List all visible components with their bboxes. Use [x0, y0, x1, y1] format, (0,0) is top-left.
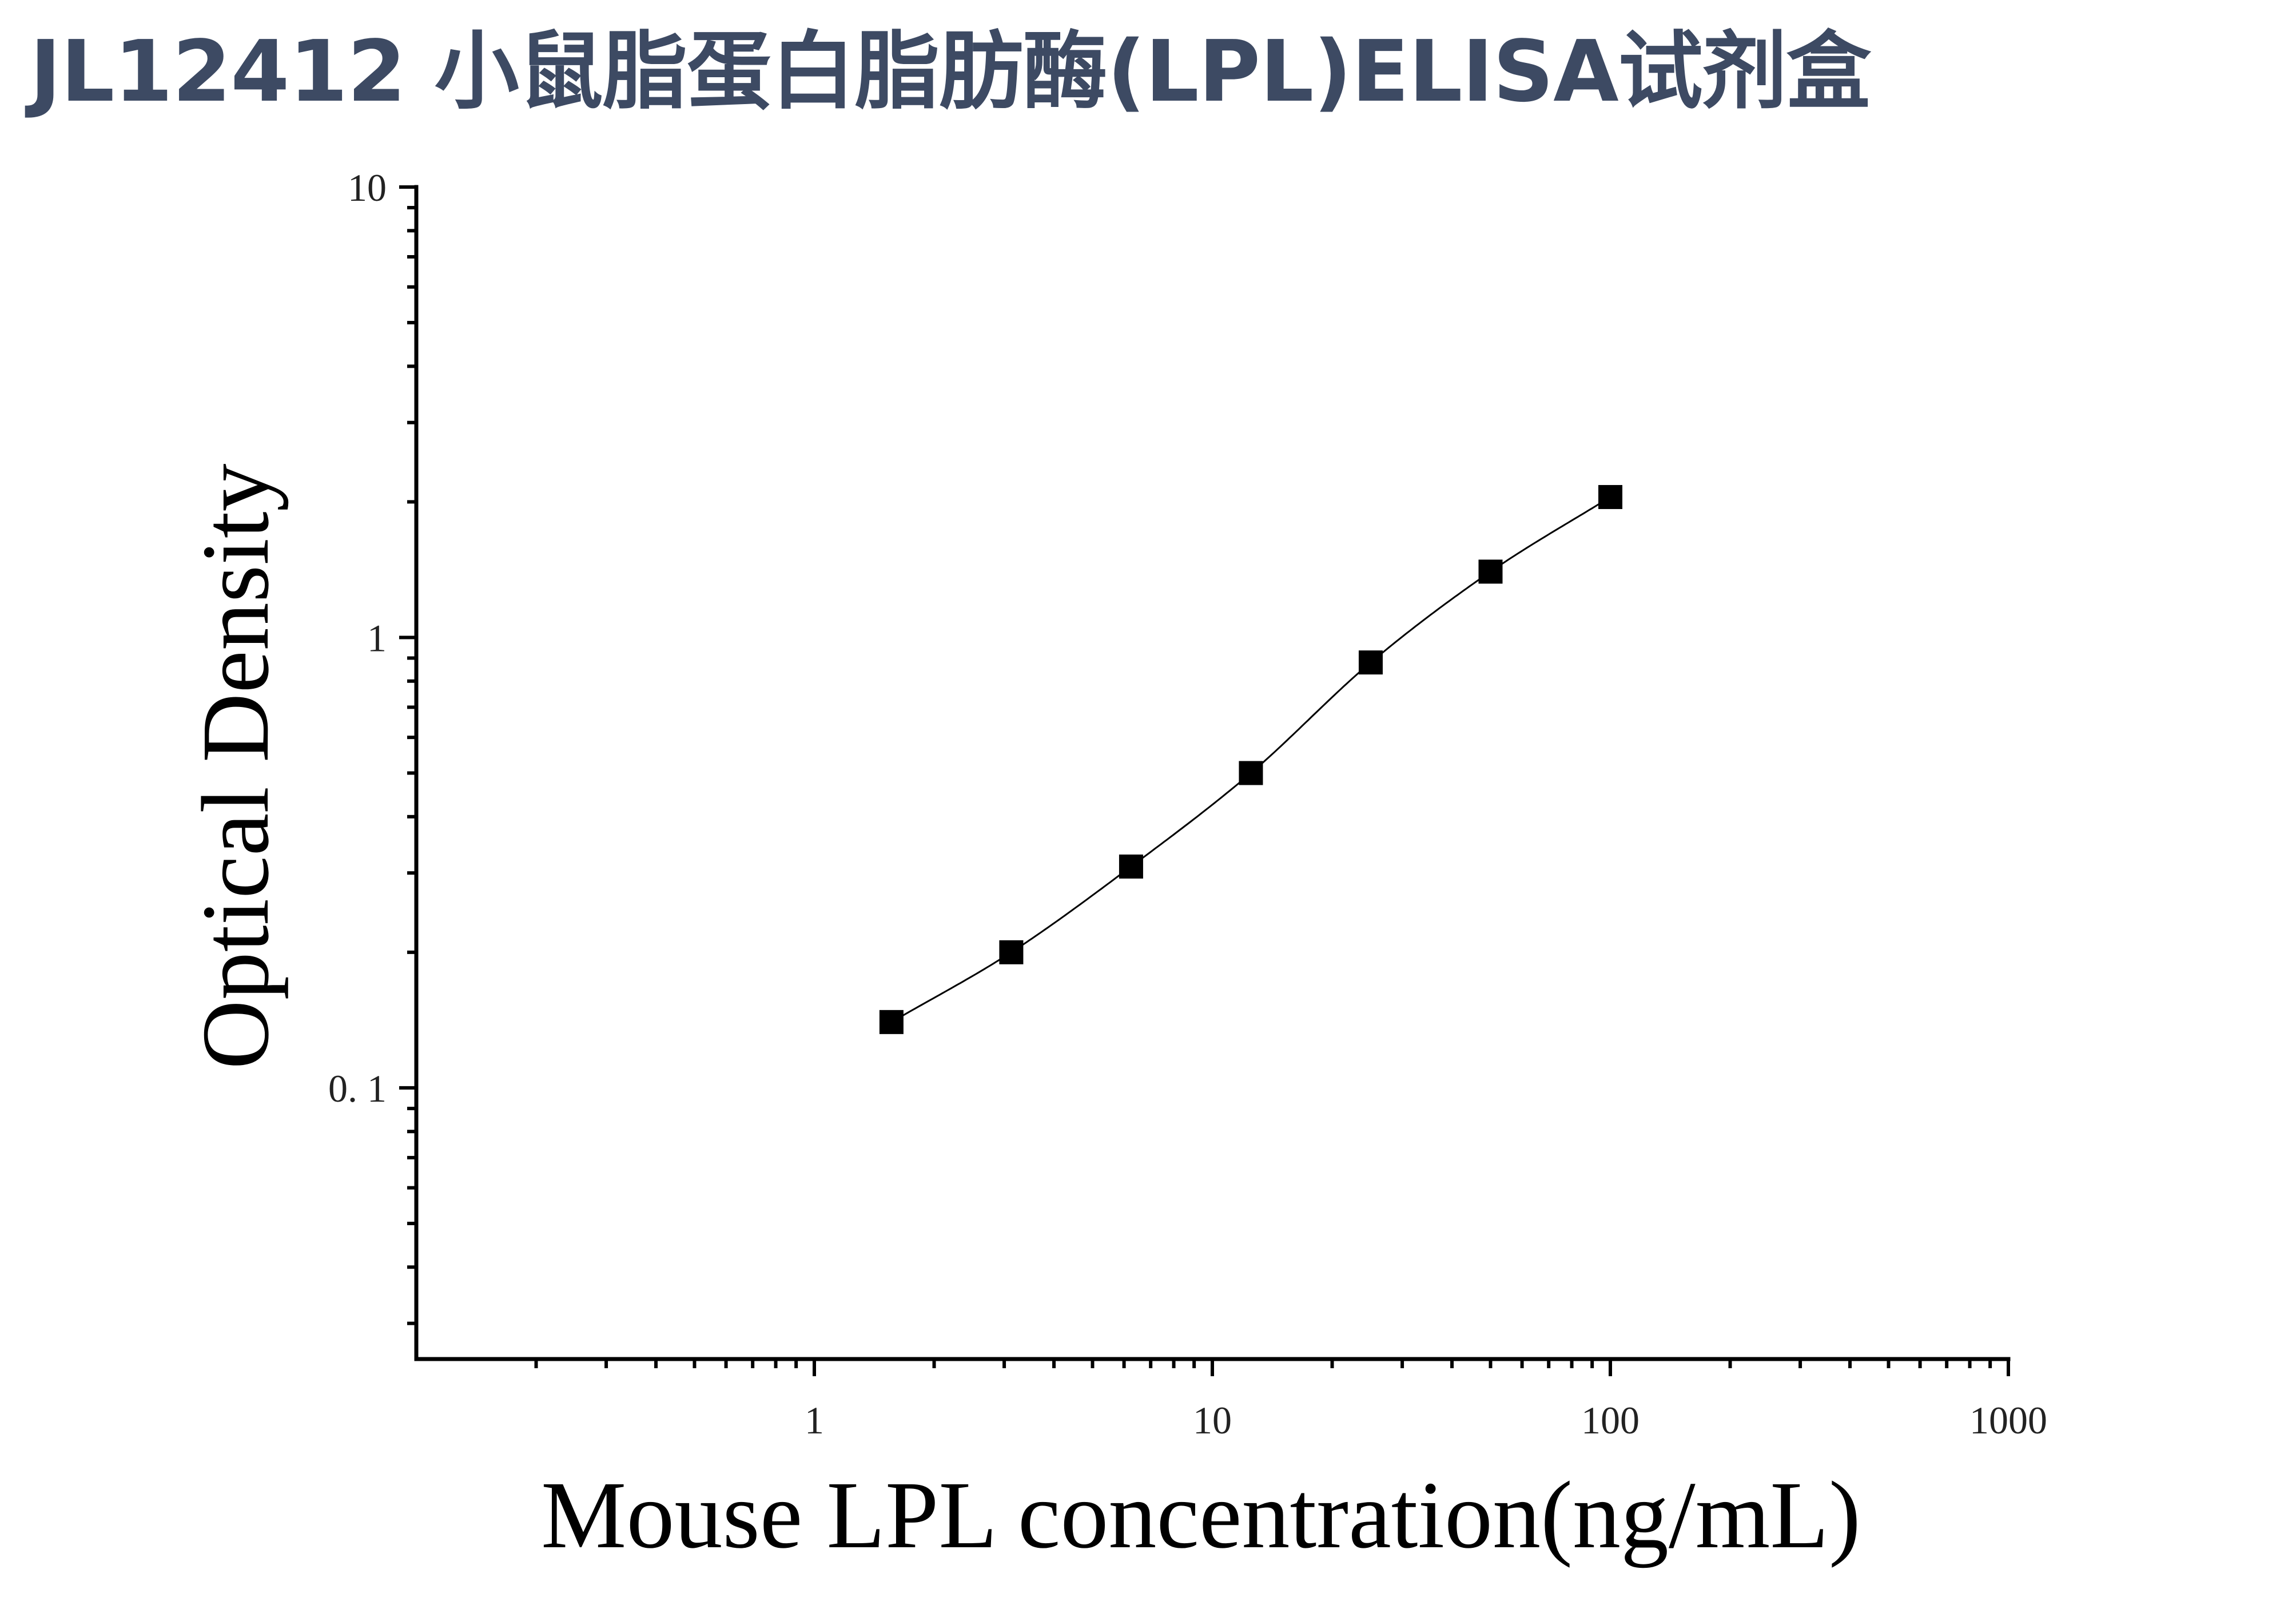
data-point: [1119, 854, 1143, 879]
y-axis-tick-labels: 10 1 0. 1: [328, 166, 387, 1110]
data-point: [1478, 559, 1503, 584]
data-point: [879, 1010, 904, 1034]
y-tick-label: 0. 1: [328, 1067, 387, 1110]
y-axis-ticks: [399, 185, 416, 1325]
data-points: [879, 484, 1622, 1034]
x-axis-title: Mouse LPL concentration(ng/mL): [541, 1462, 1861, 1568]
data-point: [1358, 650, 1383, 675]
y-axis-title: Optical Density: [182, 463, 289, 1069]
x-tick-label: 1: [805, 1399, 824, 1442]
y-tick-label: 1: [367, 616, 387, 660]
data-point: [999, 940, 1024, 964]
chart-title: JL12412 小鼠脂蛋白脂肪酶(LPL)ELISA试剂盒: [30, 22, 1871, 121]
x-tick-label: 100: [1581, 1399, 1640, 1442]
data-point: [1598, 484, 1622, 509]
data-point: [1239, 761, 1263, 785]
x-axis-tick-labels: 1 10 100 1000: [805, 1399, 2047, 1442]
axes: [414, 185, 2011, 1361]
x-axis-ticks: [534, 1359, 2010, 1376]
x-tick-label: 10: [1193, 1399, 1232, 1442]
y-tick-label: 10: [348, 166, 387, 209]
x-tick-label: 1000: [1969, 1399, 2047, 1442]
